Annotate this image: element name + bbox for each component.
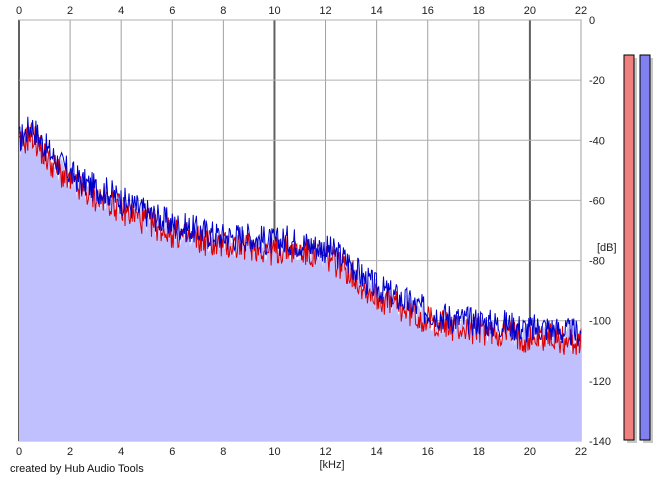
x-tick-label-top: 12	[319, 5, 331, 17]
spectrum-fill	[19, 122, 581, 442]
level-meter-bar	[639, 54, 651, 441]
x-tick-label-bottom: 18	[473, 446, 485, 458]
x-tick-label-top: 8	[220, 5, 226, 17]
y-tick-label: -120	[589, 376, 611, 388]
y-tick-label: 0	[589, 15, 595, 27]
series-line-blue	[18, 116, 582, 347]
y-tick-label: -40	[589, 135, 605, 147]
x-tick-label-top: 14	[371, 5, 383, 17]
x-tick-label-top: 0	[16, 5, 22, 17]
y-tick-label: -100	[589, 316, 611, 328]
series-layer	[18, 116, 582, 355]
x-tick-label-top: 22	[575, 5, 587, 17]
series-line-red	[18, 122, 582, 355]
level-meters	[623, 54, 653, 443]
x-tick-label-bottom: 20	[524, 446, 536, 458]
x-tick-label-top: 10	[268, 5, 280, 17]
x-tick-label-top: 6	[169, 5, 175, 17]
level-meter-bar	[623, 54, 635, 441]
x-tick-label-top: 16	[422, 5, 434, 17]
x-tick-label-top: 20	[524, 5, 536, 17]
x-tick-label-top: 4	[118, 5, 124, 17]
x-tick-labels-top: 0 2 4 6 8 10 12 14 16 18 20 22	[16, 5, 587, 17]
x-tick-label-bottom: 16	[422, 446, 434, 458]
x-tick-label-bottom: 0	[16, 446, 22, 458]
y-tick-label: -20	[589, 75, 605, 87]
x-tick-label-bottom: 10	[268, 446, 280, 458]
y-axis-label: [dB]	[597, 242, 617, 254]
y-tick-labels: 0 -20 -40 -60 -80 -100 -120 -140	[589, 15, 611, 448]
y-tick-label: -60	[589, 195, 605, 207]
x-tick-label-top: 18	[473, 5, 485, 17]
x-tick-label-bottom: 14	[371, 446, 383, 458]
credit-text: created by Hub Audio Tools	[10, 463, 144, 475]
x-tick-label-bottom: 2	[67, 446, 73, 458]
y-tick-label: -80	[589, 256, 605, 268]
x-tick-label-bottom: 22	[575, 446, 587, 458]
y-tick-label: -140	[589, 436, 611, 448]
x-tick-label-bottom: 4	[118, 446, 124, 458]
x-tick-labels-bottom: 0 2 4 6 8 10 12 14 16 18 20 22	[16, 446, 587, 458]
x-tick-label-bottom: 6	[169, 446, 175, 458]
spectrum-fill-layer	[19, 122, 581, 442]
x-tick-label-top: 2	[67, 5, 73, 17]
x-axis-label: [kHz]	[319, 459, 344, 471]
x-tick-label-bottom: 8	[220, 446, 226, 458]
x-tick-label-bottom: 12	[319, 446, 331, 458]
